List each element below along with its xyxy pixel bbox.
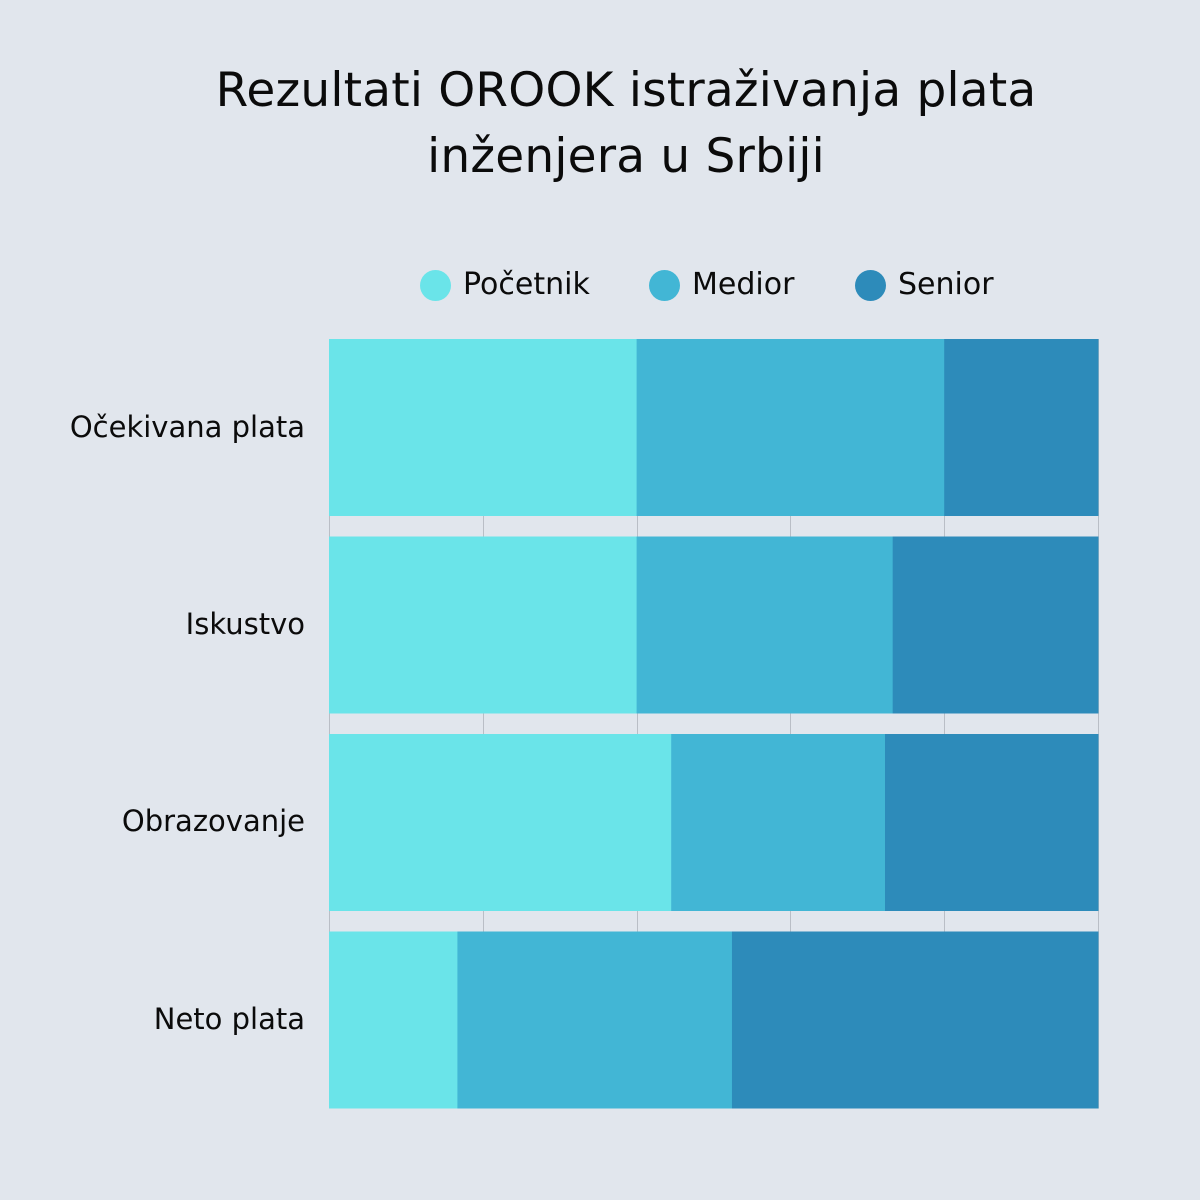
legend-label-pocetnik: Početnik — [463, 267, 590, 302]
bar-segment — [944, 339, 1099, 516]
legend-label-senior: Senior — [898, 267, 994, 302]
bar-segment — [329, 536, 638, 714]
category-label: Neto plata — [153, 1002, 305, 1036]
category-label: Očekivana plata — [69, 410, 305, 444]
chart-legend: Početnik Medior Senior — [0, 265, 1200, 305]
legend-item-senior: Senior — [855, 265, 994, 305]
bar-segment — [457, 931, 733, 1109]
legend-item-pocetnik: Početnik — [420, 265, 590, 305]
bar-segment — [892, 536, 1099, 714]
category-label: Iskustvo — [185, 607, 305, 641]
bar-segment — [671, 734, 886, 911]
category-label: Obrazovanje — [121, 804, 305, 838]
chart-title-line-2: inženjera u Srbiji — [427, 129, 825, 184]
bar-segment — [884, 734, 1099, 911]
bar-segment — [329, 931, 458, 1109]
chart-title-line-1: Rezultati OROOK istraživanja plata — [215, 63, 1037, 118]
bar-segment — [731, 931, 1099, 1109]
bar-segment — [329, 339, 638, 516]
bar-segments — [329, 339, 1099, 1109]
bar-segment — [329, 734, 672, 911]
legend-swatch-medior — [649, 269, 680, 301]
bar-segment — [636, 339, 945, 516]
bar-segment — [636, 536, 894, 714]
legend-label-medior: Medior — [692, 267, 795, 302]
chart-title: Rezultati OROOK istraživanja plata inžen… — [0, 58, 1200, 190]
legend-item-medior: Medior — [649, 265, 794, 305]
legend-swatch-senior — [855, 269, 886, 301]
legend-swatch-pocetnik — [420, 269, 451, 301]
